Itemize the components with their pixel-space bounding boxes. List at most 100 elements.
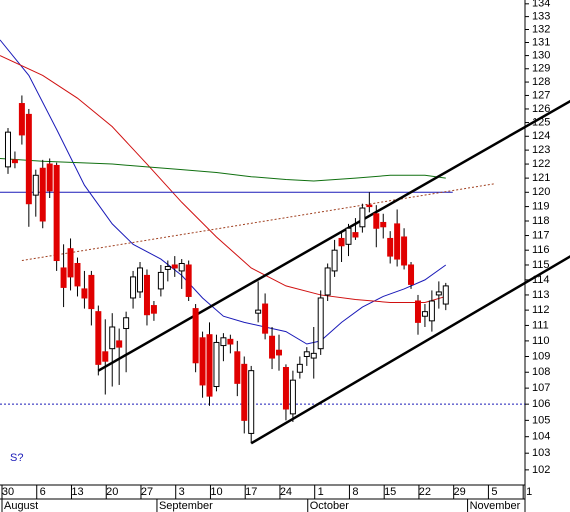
y-tick-label: 127 — [532, 89, 550, 101]
candle-body — [408, 264, 415, 285]
candle-body — [95, 311, 102, 365]
candle-body — [269, 335, 276, 359]
x-tick-label: 22 — [419, 486, 431, 498]
candle-body — [32, 174, 39, 196]
x-tick-label: 17 — [245, 486, 257, 498]
y-tick-label: 111 — [532, 319, 549, 331]
y-tick-label: 121 — [532, 172, 550, 184]
y-tick-label: 123 — [532, 144, 550, 156]
candle-body — [366, 204, 373, 208]
y-tick-label: 130 — [532, 49, 550, 61]
y-tick-label: 118 — [532, 215, 550, 227]
candle-body — [359, 207, 366, 228]
candle-body — [331, 249, 338, 272]
candle-body — [164, 265, 171, 270]
y-tick-label: 103 — [532, 447, 550, 459]
candle-body — [442, 285, 449, 305]
candle-body — [282, 367, 289, 410]
candle-body — [46, 163, 53, 192]
candle-body — [401, 236, 408, 266]
candle-body — [394, 223, 401, 260]
candle-body — [428, 300, 435, 322]
candle-body — [255, 309, 262, 314]
y-tick-label: 132 — [532, 23, 550, 35]
candle-body — [276, 349, 283, 356]
candle-body — [67, 248, 74, 278]
y-tick-label: 133 — [532, 11, 550, 23]
y-tick-label: 102 — [532, 464, 550, 476]
candle-body — [234, 351, 241, 384]
x-tick-label: 30 — [2, 486, 14, 498]
x-tick-label: 5 — [491, 486, 497, 498]
x-tick-label: 27 — [141, 486, 153, 498]
candle-body — [88, 274, 95, 310]
y-tick-label: 124 — [532, 130, 550, 142]
month-label: September — [159, 500, 213, 512]
candle-body — [352, 232, 359, 238]
month-label: August — [4, 500, 38, 512]
candle-body — [324, 267, 331, 296]
y-tick-label: 115 — [532, 259, 550, 271]
candle-body — [157, 271, 164, 290]
candle-body — [241, 363, 248, 421]
candle-body — [143, 274, 150, 316]
candle-body — [338, 237, 345, 247]
y-tick-label: 128 — [532, 76, 550, 88]
candle-body — [109, 326, 116, 350]
indicator-line — [0, 39, 447, 345]
candle-body — [137, 267, 144, 293]
candle-body — [345, 227, 352, 245]
month-label: October — [310, 500, 349, 512]
x-tick-label: 8 — [352, 486, 358, 498]
y-tick-label: 120 — [532, 186, 550, 198]
y-tick-label: 122 — [532, 158, 550, 170]
candle-body — [60, 267, 67, 288]
candle-body — [414, 300, 421, 323]
candle-body — [39, 167, 46, 222]
candle-body — [213, 341, 220, 388]
x-tick-label: 1 — [318, 486, 324, 498]
candle-body — [4, 131, 11, 168]
candle-body — [317, 297, 324, 350]
candle-body — [303, 351, 310, 357]
y-tick-label: 110 — [532, 335, 550, 347]
y-tick-label: 107 — [532, 382, 550, 394]
x-tick-label: 20 — [106, 486, 118, 498]
candle-body — [310, 352, 317, 359]
candle-body — [11, 159, 18, 164]
y-tick-label: 131 — [532, 36, 550, 48]
x-tick-label: 13 — [71, 486, 83, 498]
x-tick-label: 10 — [210, 486, 222, 498]
x-tick-label: 3 — [179, 486, 185, 498]
y-tick-label: 106 — [532, 398, 550, 410]
y-tick-label: 105 — [532, 414, 550, 426]
y-tick-label: 108 — [532, 366, 550, 378]
y-tick-label: 112 — [532, 304, 550, 316]
candle-body — [130, 276, 137, 299]
annotation: S? — [10, 452, 23, 464]
candle-body — [123, 317, 130, 330]
indicator-line — [250, 255, 570, 445]
y-tick-label: 114 — [532, 274, 550, 286]
candle-body — [199, 337, 206, 386]
y-tick-label: 119 — [532, 200, 550, 212]
candle-body — [150, 305, 157, 314]
y-tick-label: 134 — [532, 0, 550, 10]
candle-body — [262, 303, 269, 334]
candle-body — [53, 164, 60, 262]
y-tick-label: 116 — [532, 244, 550, 256]
y-tick-label: 126 — [532, 103, 550, 115]
candle-body — [296, 363, 303, 373]
indicator-line — [97, 99, 570, 372]
x-tick-label: 1 — [526, 486, 532, 498]
month-label: November — [470, 500, 521, 512]
candle-body — [289, 379, 296, 415]
candle-body — [227, 338, 234, 345]
candle-body — [248, 370, 255, 434]
candle-body — [206, 334, 213, 397]
y-tick-label: 104 — [532, 431, 550, 443]
y-tick-label: 117 — [532, 229, 550, 241]
candle-body — [116, 340, 123, 348]
candle-body — [387, 237, 394, 257]
x-tick-label: 29 — [454, 486, 466, 498]
